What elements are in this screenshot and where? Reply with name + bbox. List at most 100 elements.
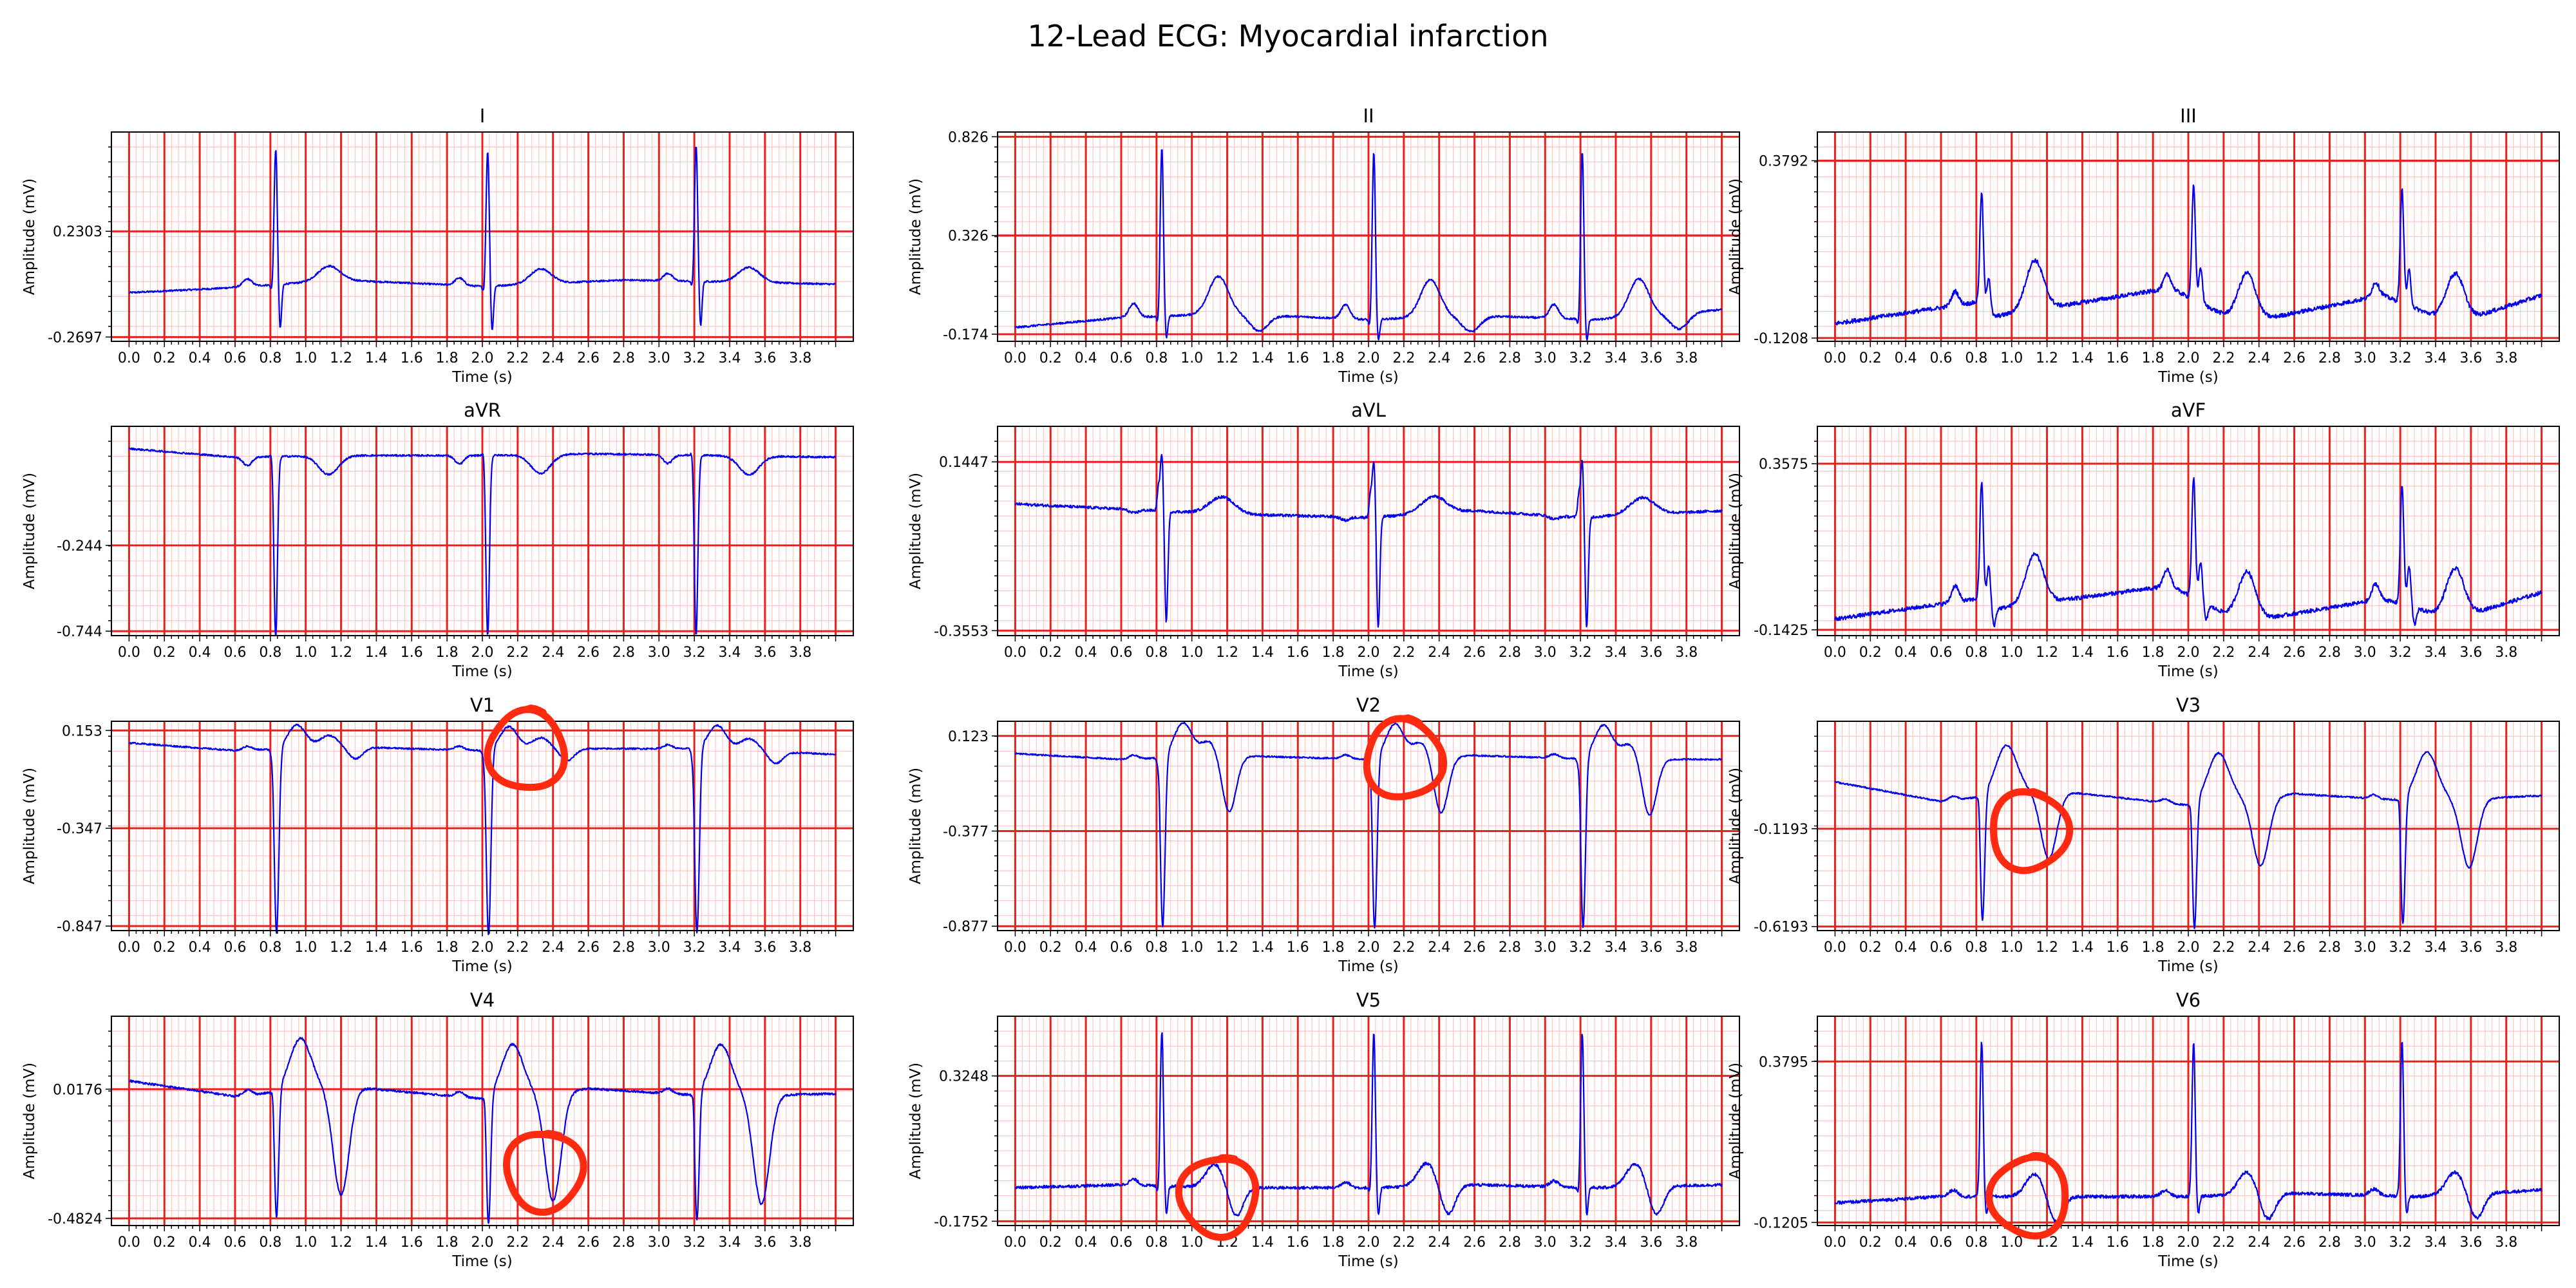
x-tick-label: 2.8 bbox=[612, 940, 635, 956]
x-tick-label: 1.0 bbox=[2000, 1235, 2023, 1251]
x-tick-label: 1.4 bbox=[365, 350, 388, 366]
y-axis-label: Amplitude (mV) bbox=[21, 1063, 38, 1179]
x-tick-label: 0.2 bbox=[1859, 940, 1882, 956]
x-tick-label: 2.4 bbox=[2248, 645, 2270, 661]
x-axis-label: Time (s) bbox=[1338, 1253, 1399, 1270]
figure-title: 12-Lead ECG: Myocardial infarction bbox=[1027, 19, 1548, 53]
x-tick-label: 2.0 bbox=[471, 645, 494, 661]
x-tick-label: 3.2 bbox=[2389, 645, 2412, 661]
y-axis-i: 0.2303 -0.2697 Amplitude (mV) bbox=[21, 146, 111, 346]
x-tick-label: 1.2 bbox=[1216, 350, 1238, 366]
y-axis-label: Amplitude (mV) bbox=[1727, 768, 1744, 884]
x-tick-label: 0.6 bbox=[224, 1235, 247, 1251]
x-tick-label: 0.2 bbox=[153, 645, 176, 661]
x-tick-label: 2.6 bbox=[1463, 940, 1486, 956]
y-tick-label: -0.744 bbox=[57, 624, 102, 640]
x-tick-label: 2.2 bbox=[1392, 940, 1415, 956]
x-tick-label: 2.8 bbox=[1499, 940, 1521, 956]
x-tick-label: 3.0 bbox=[2354, 1235, 2376, 1251]
ecg-panel-v1: 0.0 0.2 0.4 0.6 0.8 1.0 1.2 1.4 1.6 1.8 2.0 2.2 2.4 2… bbox=[21, 694, 854, 975]
y-tick-label: -0.1205 bbox=[1754, 1215, 1808, 1231]
lead-title-avl: aVL bbox=[1351, 399, 1386, 421]
x-tick-label: 1.2 bbox=[330, 350, 352, 366]
x-tick-label: 1.8 bbox=[1322, 940, 1345, 956]
x-tick-label: 1.4 bbox=[2071, 350, 2094, 366]
y-tick-label: -0.4824 bbox=[48, 1211, 102, 1227]
x-tick-label: 2.6 bbox=[2283, 645, 2306, 661]
x-tick-label: 2.6 bbox=[1463, 645, 1486, 661]
x-tick-label: 0.2 bbox=[1039, 1235, 1062, 1251]
x-tick-label: 0.6 bbox=[1930, 645, 1953, 661]
ecg-panel-avl: 0.0 0.2 0.4 0.6 0.8 1.0 1.2 1.4 1.6 1.8 2.0 2.2 2.4 2… bbox=[907, 399, 1740, 680]
y-tick-label: -0.174 bbox=[943, 327, 989, 343]
x-tick-label: 1.2 bbox=[1216, 940, 1238, 956]
y-axis-avr: -0.244 -0.744 Amplitude (mV) bbox=[21, 440, 111, 640]
x-tick-label: 2.6 bbox=[2283, 940, 2306, 956]
x-tick-label: 3.0 bbox=[648, 645, 670, 661]
x-tick-label: 1.0 bbox=[1180, 940, 1203, 956]
x-axis-avl: 0.0 0.2 0.4 0.6 0.8 1.0 1.2 1.4 1.6 1.8 2.0 2.2 2.4 2… bbox=[1004, 636, 1723, 680]
x-tick-label: 2.4 bbox=[542, 350, 564, 366]
x-tick-label: 1.4 bbox=[2071, 645, 2094, 661]
lead-title-avf: aVF bbox=[2171, 399, 2206, 421]
x-tick-label: 0.4 bbox=[1075, 645, 1097, 661]
x-tick-label: 3.4 bbox=[1605, 645, 1627, 661]
x-tick-label: 0.0 bbox=[1004, 1235, 1027, 1251]
x-tick-label: 0.2 bbox=[1859, 1235, 1882, 1251]
y-tick-label: 0.1447 bbox=[939, 455, 989, 471]
x-tick-label: 0.6 bbox=[224, 940, 247, 956]
ecg-panel-avr: 0.0 0.2 0.4 0.6 0.8 1.0 1.2 1.4 1.6 1.8 2.0 2.2 2.4 2… bbox=[21, 399, 854, 680]
x-axis-label: Time (s) bbox=[2157, 369, 2219, 386]
x-tick-label: 0.6 bbox=[1930, 350, 1953, 366]
x-tick-label: 3.6 bbox=[1640, 940, 1662, 956]
x-axis-v3: 0.0 0.2 0.4 0.6 0.8 1.0 1.2 1.4 1.6 1.8 2.0 2.2 2.4 2… bbox=[1824, 931, 2543, 975]
x-tick-label: 2.4 bbox=[2248, 1235, 2270, 1251]
x-tick-label: 3.4 bbox=[1605, 940, 1627, 956]
x-tick-label: 0.4 bbox=[1895, 940, 1917, 956]
x-tick-label: 3.8 bbox=[2495, 940, 2517, 956]
y-tick-label: -0.2697 bbox=[48, 330, 102, 346]
x-tick-label: 3.8 bbox=[2495, 350, 2517, 366]
x-tick-label: 1.8 bbox=[2142, 645, 2164, 661]
x-tick-label: 2.8 bbox=[612, 645, 635, 661]
x-tick-label: 3.6 bbox=[753, 1235, 776, 1251]
x-tick-label: 2.8 bbox=[2318, 645, 2341, 661]
y-tick-label: 0.3575 bbox=[1759, 457, 1808, 473]
x-tick-label: 3.2 bbox=[1569, 645, 1592, 661]
x-tick-label: 3.2 bbox=[683, 645, 706, 661]
x-tick-label: 1.8 bbox=[436, 1235, 459, 1251]
x-axis-label: Time (s) bbox=[2157, 663, 2219, 680]
x-tick-label: 3.4 bbox=[2425, 1235, 2447, 1251]
x-tick-label: 2.0 bbox=[2177, 350, 2200, 366]
x-tick-label: 2.2 bbox=[2212, 645, 2235, 661]
x-tick-label: 0.6 bbox=[1110, 940, 1133, 956]
x-tick-label: 3.6 bbox=[753, 645, 776, 661]
annotation-circle bbox=[484, 705, 569, 791]
x-tick-label: 0.0 bbox=[1004, 645, 1027, 661]
annotation-circle bbox=[1175, 1154, 1260, 1241]
y-axis-label: Amplitude (mV) bbox=[907, 1063, 924, 1179]
x-tick-label: 0.6 bbox=[224, 645, 247, 661]
x-tick-label: 0.4 bbox=[189, 645, 211, 661]
x-tick-label: 3.6 bbox=[753, 940, 776, 956]
x-tick-label: 1.4 bbox=[1251, 940, 1274, 956]
x-tick-label: 0.8 bbox=[1965, 645, 1987, 661]
lead-title-v3: V3 bbox=[2176, 694, 2201, 716]
x-tick-label: 2.8 bbox=[2318, 940, 2341, 956]
x-tick-label: 3.0 bbox=[648, 940, 670, 956]
x-tick-label: 1.6 bbox=[401, 350, 423, 366]
annotation-circle bbox=[503, 1130, 587, 1216]
x-tick-label: 3.2 bbox=[683, 1235, 706, 1251]
y-tick-label: 0.826 bbox=[948, 129, 989, 146]
x-tick-label: 0.8 bbox=[259, 1235, 281, 1251]
y-axis-label: Amplitude (mV) bbox=[21, 768, 38, 884]
x-tick-label: 1.4 bbox=[1251, 1235, 1274, 1251]
lead-title-iii: III bbox=[2180, 105, 2197, 127]
x-tick-label: 1.0 bbox=[2000, 645, 2023, 661]
x-tick-label: 1.6 bbox=[2107, 1235, 2129, 1251]
y-axis-label: Amplitude (mV) bbox=[1727, 1063, 1744, 1179]
ecg-trace-v5 bbox=[1014, 1032, 1723, 1217]
x-tick-label: 1.8 bbox=[436, 940, 459, 956]
x-tick-label: 1.6 bbox=[1287, 645, 1309, 661]
x-tick-label: 0.0 bbox=[118, 1235, 140, 1251]
